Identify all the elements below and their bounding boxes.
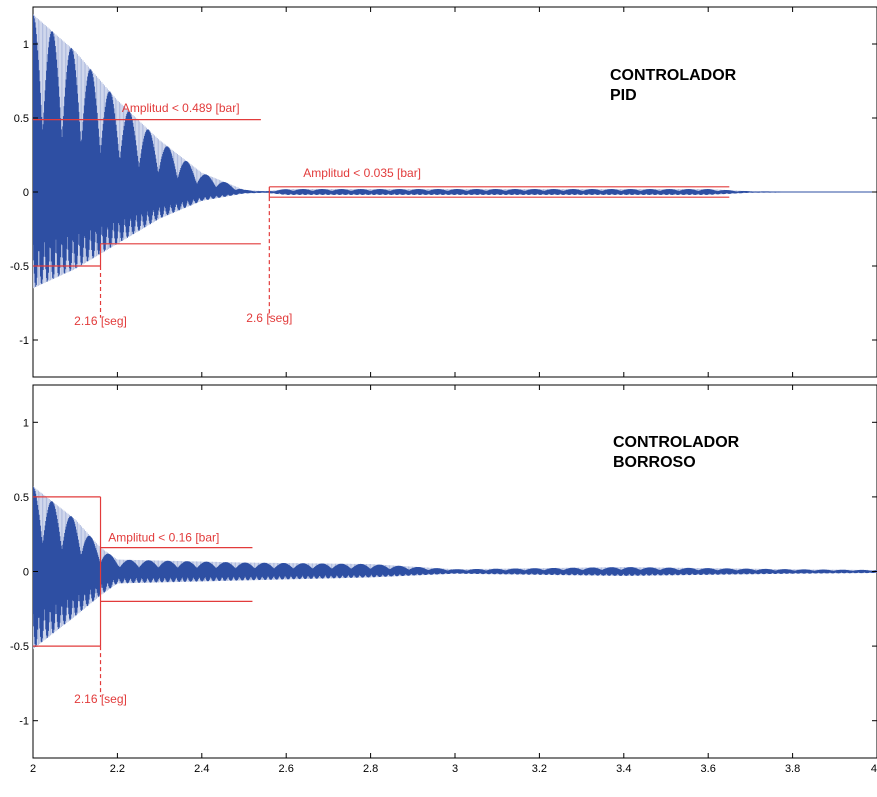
panel-title: PID [610,87,637,104]
panel-title: CONTROLADOR [610,67,737,84]
signal-series [33,14,877,289]
annotation-label: Amplitud < 0.489 [bar] [122,101,240,115]
x-tick-label: 2.4 [194,763,209,775]
annotation-label: 2.16 [seg] [74,314,127,328]
y-tick-label: 0 [23,567,29,579]
y-tick-label: -1 [19,716,29,728]
x-tick-label: 4 [871,763,877,775]
y-tick-label: 1 [23,39,29,51]
annotation-label: Amplitud < 0.16 [bar] [108,531,219,545]
x-tick-label: 2.6 [279,763,294,775]
y-tick-label: 0.5 [14,492,29,504]
y-tick-label: -1 [19,335,29,347]
x-tick-label: 2.2 [110,763,125,775]
x-tick-label: 2 [30,763,36,775]
panel-title: CONTROLADOR [613,434,740,451]
annotation-label: 2.6 [seg] [246,311,292,325]
y-tick-label: -0.5 [10,261,29,273]
signal-series [33,486,877,650]
x-tick-label: 3 [452,763,458,775]
x-tick-label: 3.2 [532,763,547,775]
panel-title: BORROSO [613,454,696,471]
annotation-label: 2.16 [seg] [74,692,127,706]
x-tick-label: 3.8 [785,763,800,775]
x-tick-label: 3.6 [701,763,716,775]
y-tick-label: 0.5 [14,113,29,125]
y-tick-label: -0.5 [10,641,29,653]
y-tick-label: 0 [23,187,29,199]
annotation-label: Amplitud < 0.035 [bar] [303,166,421,180]
y-tick-label: 1 [23,417,29,429]
x-tick-label: 2.8 [363,763,378,775]
panel-0: -1 -0.5 0 0.5 1 Amplitud < 0.489 [bar] Amplitu… [10,6,877,378]
x-tick-label: 3.4 [616,763,631,775]
panel-1: -1 -0.5 0 0.5 1 2 2.2 2.4 2.6 2.8 3 3.2 3.4 3.6 3.8 4 Am… [10,384,877,775]
